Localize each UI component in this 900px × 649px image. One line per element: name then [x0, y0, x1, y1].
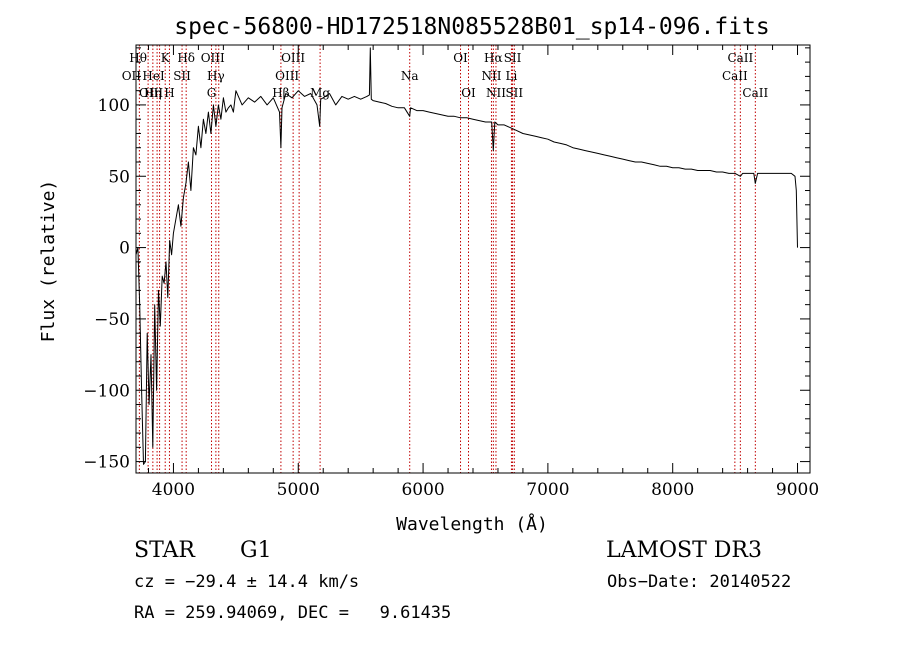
line-label-7: H [164, 86, 174, 100]
line-label-8: Hδ [177, 51, 195, 65]
line-label-18: OI [461, 86, 476, 100]
line-label-1: OII [122, 69, 142, 83]
line-label-17: OI [453, 51, 468, 65]
y-tick-label: −50 [94, 310, 130, 330]
x-axis-label: Wavelength (Å) [396, 513, 548, 535]
observation-date: Obs−Date: 20140522 [607, 572, 792, 592]
line-label-24: SII [505, 86, 523, 100]
x-tick-label: 4000 [152, 480, 195, 500]
x-tick-label: 7000 [526, 480, 569, 500]
line-label-25: CaII [727, 51, 753, 65]
line-label-4: HeI [142, 69, 165, 83]
line-label-9: OIII [201, 51, 225, 65]
redshift-cz: cz = −29.4 ± 14.4 km/s [134, 572, 360, 592]
line-label-2: OIII [139, 86, 163, 100]
survey-name: LAMOST DR3 [606, 538, 762, 563]
line-label-11: G [207, 86, 217, 100]
y-tick-label: −100 [83, 381, 130, 401]
x-tick-label: 8000 [651, 480, 694, 500]
object-class: STAR [134, 538, 195, 563]
line-label-20: NII [481, 69, 501, 83]
x-tick-label: 6000 [401, 480, 444, 500]
chart-title: spec-56800-HD172518N085528B01_sp14-096.f… [174, 14, 769, 40]
y-tick-label: 100 [98, 96, 130, 116]
line-label-27: CaII [742, 86, 768, 100]
line-label-15: Mg [310, 86, 330, 100]
x-tick-label: 9000 [776, 480, 819, 500]
y-tick-label: −150 [83, 453, 130, 473]
spectral-line-labels: Hθ OII OIII K HeI Hη SII H Hδ OIII Hγ G Hβ OIII OIII Mg… [122, 51, 769, 100]
line-label-16: Na [401, 69, 419, 83]
x-tick-label: 5000 [277, 480, 320, 500]
y-tick-label: 50 [108, 167, 130, 187]
line-label-26: CaII [722, 69, 748, 83]
line-label-6: SII [173, 69, 191, 83]
object-subclass: G1 [240, 538, 272, 563]
line-label-23: Li [506, 69, 518, 83]
spectral-line-markers [138, 45, 756, 473]
y-tick-label: 0 [119, 239, 130, 259]
line-label-22: SII [504, 51, 522, 65]
line-label-13: OIII [281, 51, 305, 65]
line-label-21: NII [486, 86, 506, 100]
axis-ticks: 4000 5000 6000 7000 8000 9000 −150 −100 −50 0 50 10… [83, 45, 819, 500]
y-axis-label: Flux (relative) [38, 180, 59, 343]
spectrum-line [135, 47, 798, 465]
sky-coordinates: RA = 259.94069, DEC = 9.61435 [134, 603, 452, 623]
line-label-10: Hγ [207, 69, 225, 83]
line-label-12: Hβ [272, 86, 289, 100]
line-label-3: K [161, 51, 171, 65]
spectrum-series [135, 47, 798, 465]
line-label-14: OIII [275, 69, 299, 83]
line-label-19: Hα [484, 51, 503, 65]
plot-frame [135, 44, 811, 474]
line-label-0: Hθ [129, 51, 147, 65]
line-label-5: Hη [144, 86, 162, 100]
